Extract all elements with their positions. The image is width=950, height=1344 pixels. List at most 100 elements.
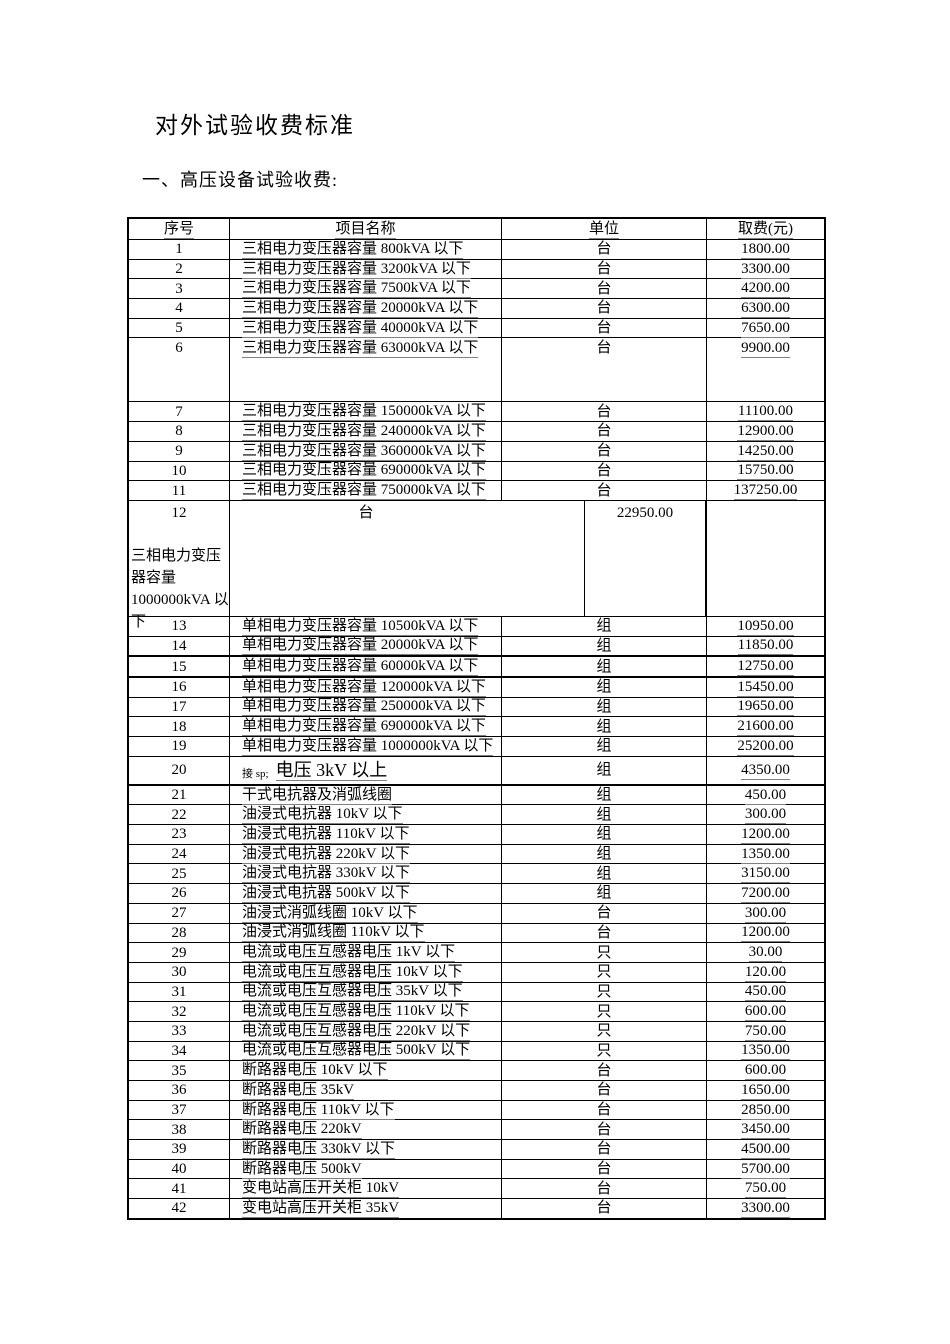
unit-cell: 组 <box>502 884 707 903</box>
project-name: 单相电力变压器容量 10500kVA 以下 <box>242 617 479 636</box>
table-row: 8 三相电力变压器容量 240000kVA 以下 台 12900.00 <box>129 422 824 442</box>
unit-cell: 只 <box>502 1021 707 1041</box>
row-number: 23 <box>171 826 187 843</box>
unit: 台 <box>596 443 612 460</box>
fee: 19650.00 <box>737 698 794 717</box>
row-number-cell: 24 <box>129 844 230 864</box>
fee-cell: 300.00 <box>707 805 824 825</box>
header-label-name: 项目名称 <box>335 220 396 239</box>
unit-cell: 组 <box>502 785 707 805</box>
project-name-cell: 三相电力变压器容量 240000kVA 以下 <box>230 422 502 441</box>
unit-cell: 台 <box>502 402 707 422</box>
row-number: 34 <box>171 1042 187 1059</box>
project-name: 断路器电压 220kV <box>242 1121 362 1140</box>
fee-cell: 9900.00 <box>707 338 824 401</box>
unit: 只 <box>596 964 612 981</box>
project-name: 三相电力变压器容量 240000kVA 以下 <box>242 422 486 441</box>
row-number-cell: 31 <box>129 982 230 1002</box>
fee: 3300.00 <box>741 1199 790 1218</box>
header-cell-no: 序号 <box>129 219 230 239</box>
empty-cell <box>707 501 824 616</box>
table-row: 37 断路器电压 110kV 以下 台 2850.00 <box>129 1100 824 1121</box>
unit: 组 <box>596 806 612 823</box>
row-number-cell: 28 <box>129 923 230 943</box>
unit: 组 <box>596 679 612 696</box>
row-number: 41 <box>171 1180 187 1197</box>
unit: 只 <box>596 1042 612 1059</box>
unit-cell: 组 <box>502 737 707 756</box>
row-number: 25 <box>171 865 187 882</box>
fee: 137250.00 <box>733 482 798 501</box>
table-row: 38 断路器电压 220kV 台 3450.00 <box>129 1120 824 1141</box>
unit: 台 <box>596 423 612 440</box>
unit: 组 <box>596 718 612 735</box>
unit: 台 <box>596 241 612 258</box>
row-number: 31 <box>171 983 187 1000</box>
row-number-cell: 42 <box>129 1199 230 1218</box>
project-name: 油浸式消弧线圈 10kV 以下 <box>242 904 418 923</box>
fee-cell: 600.00 <box>707 1002 824 1022</box>
unit-cell: 组 <box>502 756 707 784</box>
project-name-cell: 三相电力变压器容量 7500kVA 以下 <box>230 279 502 299</box>
unit-cell: 台 <box>502 318 707 338</box>
project-name: 电压 3kV 以上 <box>275 759 388 781</box>
fee-cell: 21600.00 <box>707 717 824 737</box>
project-name: 三相电力变压器容量 750000kVA 以下 <box>242 482 486 501</box>
project-name: 单相电力变压器容量 690000kVA 以下 <box>242 718 486 737</box>
project-name: 三相电力变压器容量 7500kVA 以下 <box>242 280 471 299</box>
project-name-cell: 三相电力变压器容量 360000kVA 以下 <box>230 441 502 461</box>
unit: 只 <box>596 944 612 961</box>
fee-cell: 11850.00 <box>707 637 824 656</box>
project-name-cell: 油浸式电抗器 330kV 以下 <box>230 864 502 884</box>
fee: 21600.00 <box>737 718 794 737</box>
fee: 6300.00 <box>741 299 790 318</box>
header-cell-fee: 取费(元) <box>707 219 824 239</box>
row-number-cell: 20 <box>129 756 230 784</box>
row-number: 3 <box>175 280 183 297</box>
row-number-cell: 17 <box>129 697 230 717</box>
project-name-cell: 单相电力变压器容量 1000000kVA 以下 <box>230 737 502 756</box>
project-name-cell: 三相电力变压器容量 800kVA 以下 <box>230 240 502 259</box>
row-number-cell: 40 <box>129 1159 230 1179</box>
table-row: 32 电流或电压互感器电压 110kV 以下 只 600.00 <box>129 1002 824 1022</box>
table-row: 39 断路器电压 330kV 以下 台 4500.00 <box>129 1140 824 1160</box>
project-name: 电流或电压互感器电压 10kV 以下 <box>242 963 463 982</box>
fee: 300.00 <box>744 806 787 825</box>
project-name-cell: 三相电力变压器容量 40000kVA 以下 <box>230 318 502 338</box>
fee: 450.00 <box>744 786 787 805</box>
fee-cell: 14250.00 <box>707 442 824 461</box>
project-name-cell: 断路器电压 110kV 以下 <box>230 1100 502 1120</box>
unit: 台 <box>596 1200 612 1217</box>
fee: 1200.00 <box>741 924 790 943</box>
fee: 1650.00 <box>741 1081 790 1100</box>
table-row: 34 电流或电压互感器电压 500kV 以下 只 1350.00 <box>129 1041 824 1062</box>
row-number-cell: 15 <box>129 657 230 676</box>
row-number-cell: 5 <box>129 318 230 338</box>
table-row: 36 断路器电压 35kV 台 1650.00 <box>129 1081 824 1101</box>
header-cell-name: 项目名称 <box>230 219 502 239</box>
table-row: 35 断路器电压 10kV 以下 台 600.00 <box>129 1061 824 1081</box>
project-name: 三相电力变压器容量 63000kVA 以下 <box>242 340 479 359</box>
row-number: 20 <box>171 762 187 779</box>
row-number-cell: 12 三相电力变压器容量 1000000kVA 以下 <box>129 500 230 630</box>
unit: 台 <box>596 905 612 922</box>
fee: 3450.00 <box>741 1121 790 1140</box>
row-number-cell: 35 <box>129 1061 230 1080</box>
unit: 只 <box>596 1003 612 1020</box>
table-row: 5 三相电力变压器容量 40000kVA 以下 台 7650.00 <box>129 318 824 339</box>
unit-cell: 组 <box>502 844 707 864</box>
unit: 台 <box>596 1180 612 1197</box>
fee: 7650.00 <box>741 319 790 338</box>
project-name-prefix: 接 sp; <box>242 767 269 780</box>
row-number: 39 <box>171 1141 187 1158</box>
fee-cell: 450.00 <box>707 786 824 805</box>
fee-cell: 1650.00 <box>707 1081 824 1100</box>
row-number: 14 <box>171 637 187 654</box>
row-number: 4 <box>175 300 183 317</box>
row-number-cell: 11 <box>129 481 230 500</box>
unit: 台 <box>596 261 612 278</box>
project-name-cell: 单相电力变压器容量 10500kVA 以下 <box>230 616 502 636</box>
fee: 15450.00 <box>737 678 794 697</box>
unit: 组 <box>596 787 612 804</box>
row-number-cell: 37 <box>129 1100 230 1120</box>
